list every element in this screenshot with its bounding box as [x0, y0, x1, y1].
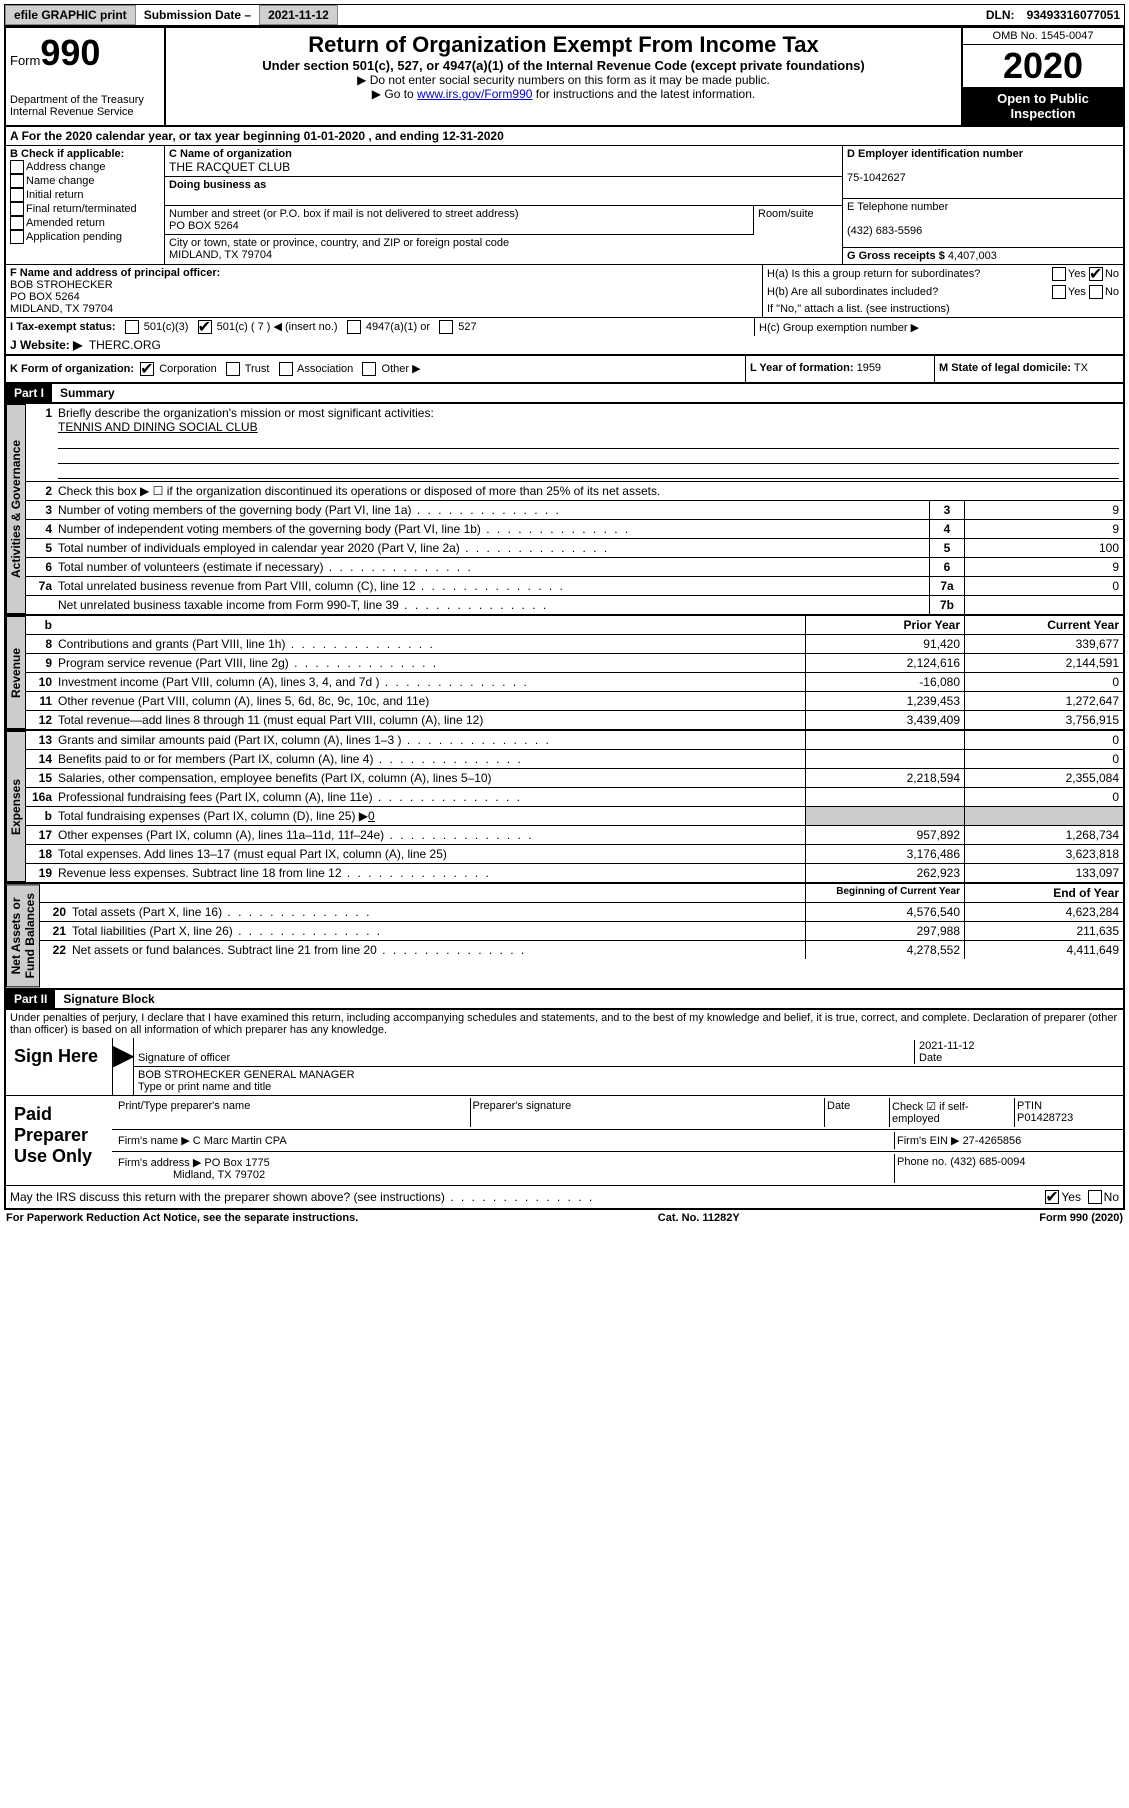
street-value: PO BOX 5264: [169, 220, 239, 232]
efile-button[interactable]: efile GRAPHIC print: [5, 5, 136, 25]
officer-city: MIDLAND, TX 79704: [10, 303, 113, 315]
ein-value: 75-1042627: [847, 172, 906, 184]
room-label: Room/suite: [758, 208, 814, 220]
hb-note: If "No," attach a list. (see instruction…: [763, 301, 1123, 317]
gross-label: G Gross receipts $: [847, 250, 945, 262]
vtab-revenue: Revenue: [6, 616, 26, 729]
form-title: Return of Organization Exempt From Incom…: [170, 32, 957, 58]
section-a-line: A For the 2020 calendar year, or tax yea…: [6, 127, 1123, 146]
gross-value: 4,407,003: [948, 250, 997, 262]
ha-label: H(a) Is this a group return for subordin…: [767, 268, 1052, 280]
dept-label: Department of the Treasury Internal Reve…: [10, 94, 160, 118]
part1-title: Summary: [52, 386, 115, 400]
section-b: B Check if applicable: Address change Na…: [6, 146, 165, 264]
phone-value: (432) 683-5596: [847, 225, 922, 237]
mission-text: TENNIS AND DINING SOCIAL CLUB: [58, 420, 258, 434]
submission-date-label: Submission Date –: [140, 8, 255, 22]
form-label: Form990: [10, 32, 160, 74]
officer-label: F Name and address of principal officer:: [10, 267, 220, 279]
dba-label: Doing business as: [169, 179, 266, 191]
part1-header: Part I: [6, 384, 52, 402]
officer-name: BOB STROHECKER: [10, 279, 113, 291]
phone-label: E Telephone number: [847, 201, 948, 213]
page-footer: For Paperwork Reduction Act Notice, see …: [4, 1210, 1125, 1226]
tax-exempt-row: I Tax-exempt status: 501(c)(3) 501(c) ( …: [6, 318, 754, 336]
tax-year: 2020: [963, 45, 1123, 87]
perjury-text: Under penalties of perjury, I declare th…: [6, 1010, 1123, 1038]
org-name-label: C Name of organization: [169, 148, 292, 160]
dln-value: 93493316077051: [1023, 8, 1124, 22]
omb-number: OMB No. 1545-0047: [963, 28, 1123, 45]
officer-street: PO BOX 5264: [10, 291, 80, 303]
form-subtitle: Under section 501(c), 527, or 4947(a)(1)…: [170, 58, 957, 73]
form990-link[interactable]: www.irs.gov/Form990: [417, 87, 532, 101]
vtab-activities: Activities & Governance: [6, 404, 26, 614]
form-header: Form990 Department of the Treasury Inter…: [4, 26, 1125, 127]
hb-label: H(b) Are all subordinates included?: [767, 286, 1052, 298]
submission-date: 2021-11-12: [259, 5, 338, 25]
form-note2: ▶ Go to www.irs.gov/Form990 for instruct…: [170, 87, 957, 101]
hc-label: H(c) Group exemption number ▶: [754, 318, 1123, 336]
discuss-text: May the IRS discuss this return with the…: [10, 1190, 1045, 1204]
city-value: MIDLAND, TX 79704: [169, 249, 272, 261]
form-note1: ▶ Do not enter social security numbers o…: [170, 73, 957, 87]
open-inspection: Open to Public Inspection: [963, 87, 1123, 125]
website-value: THERC.ORG: [89, 338, 161, 352]
l2-desc: Check this box ▶ ☐ if the organization d…: [54, 482, 1123, 500]
city-label: City or town, state or province, country…: [169, 237, 509, 249]
paid-preparer-label: Paid Preparer Use Only: [6, 1096, 112, 1185]
dln-label: DLN:: [982, 8, 1019, 22]
part2-title: Signature Block: [55, 992, 154, 1006]
vtab-expenses: Expenses: [6, 731, 26, 882]
org-name: THE RACQUET CLUB: [169, 160, 290, 174]
vtab-netassets: Net Assets or Fund Balances: [6, 884, 40, 987]
l1-desc: Briefly describe the organization's miss…: [58, 406, 434, 420]
street-label: Number and street (or P.O. box if mail i…: [169, 208, 519, 220]
part2-header: Part II: [6, 990, 55, 1008]
ein-label: D Employer identification number: [847, 148, 1023, 160]
topbar: efile GRAPHIC print Submission Date – 20…: [4, 4, 1125, 26]
website-label: J Website: ▶: [10, 338, 82, 352]
sign-here-label: Sign Here: [6, 1038, 112, 1095]
